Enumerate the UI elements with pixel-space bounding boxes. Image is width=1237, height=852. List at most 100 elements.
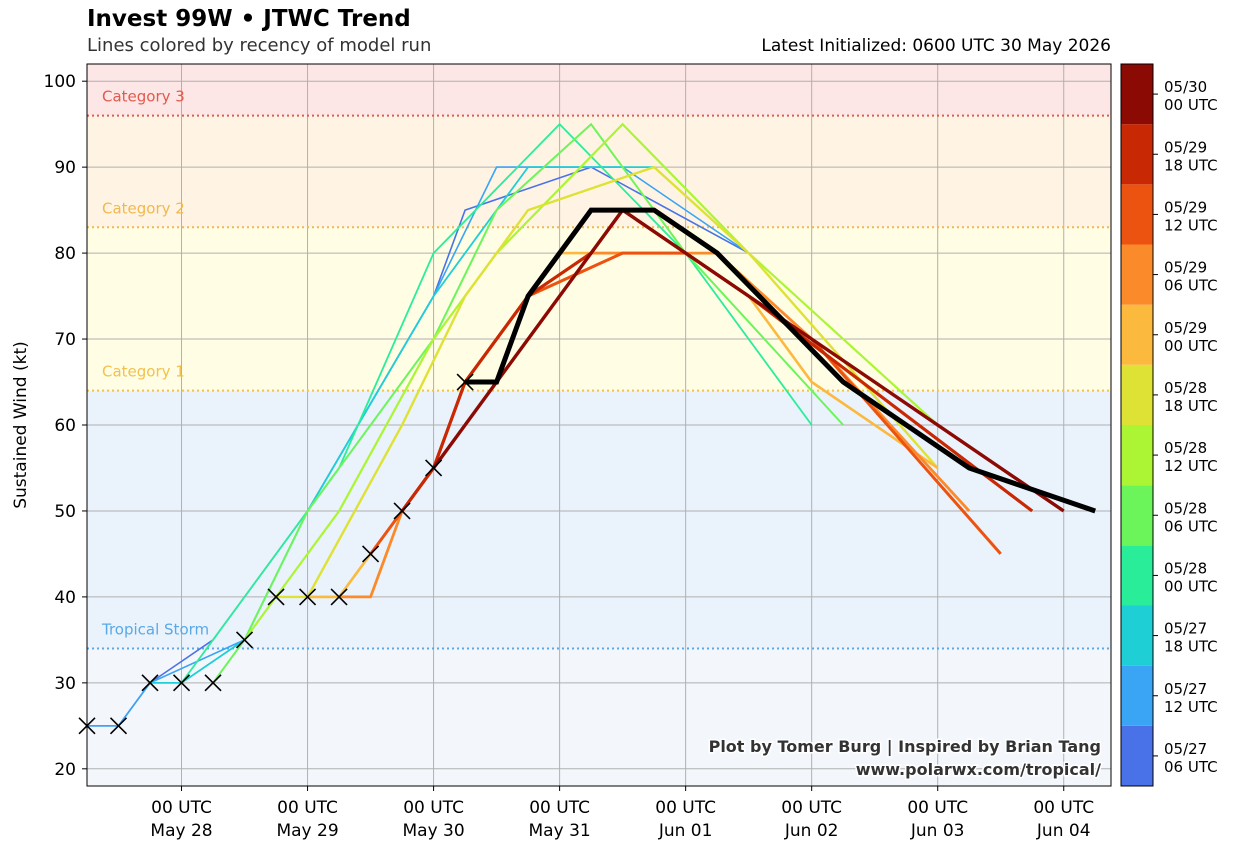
colorbar-label-date: 05/30	[1164, 78, 1207, 96]
band-below-tropical-storm	[87, 648, 1111, 786]
colorbar-label-time: 18 UTC	[1164, 638, 1218, 656]
forecast-line	[150, 166, 750, 684]
colorbar-label-date: 05/28	[1164, 379, 1207, 397]
best-track-marker	[267, 588, 285, 606]
y-tick-label: 70	[54, 330, 76, 350]
credit-line-2: www.polarwx.com/tropical/	[856, 760, 1101, 779]
colorbar-swatch	[1121, 184, 1153, 245]
threshold-label-tropical-storm: Tropical Storm	[101, 620, 209, 638]
colorbar-label-date: 05/29	[1164, 198, 1207, 216]
x-tick-label-time: 00 UTC	[403, 798, 464, 818]
threshold-label-category-2: Category 2	[102, 199, 185, 217]
best-track-marker	[109, 717, 128, 735]
colorbar-label-time: 00 UTC	[1164, 337, 1218, 355]
x-tick-label-time: 00 UTC	[907, 798, 968, 818]
colorbar-swatch	[1121, 545, 1153, 606]
forecast-line	[180, 122, 813, 684]
chart-subtitle: Lines colored by recency of model run	[87, 35, 432, 56]
x-tick-label-time: 00 UTC	[277, 798, 338, 818]
y-tick-label: 20	[54, 760, 76, 780]
y-tick-label: 80	[54, 244, 76, 264]
colorbar-label-date: 05/27	[1164, 680, 1207, 698]
x-tick-label-time: 00 UTC	[151, 798, 212, 818]
threshold-label-category-3: Category 3	[102, 88, 185, 106]
x-tick-label-date: Jun 04	[1036, 821, 1091, 841]
colorbar-label-date: 05/28	[1164, 559, 1207, 577]
x-tick-label-date: Jun 02	[784, 821, 839, 841]
x-tick-label-date: Jun 03	[910, 821, 965, 841]
best-track-marker	[393, 502, 411, 520]
best-track-marker	[235, 631, 254, 649]
x-tick-label-time: 00 UTC	[1033, 798, 1094, 818]
threshold-label-category-1: Category 1	[102, 363, 185, 381]
x-tick-label-date: May 31	[529, 821, 591, 841]
colorbar-label-date: 05/29	[1164, 259, 1207, 277]
colorbar-label-time: 18 UTC	[1164, 397, 1218, 415]
colorbar-swatch	[1121, 485, 1153, 546]
best-track-marker	[204, 674, 222, 692]
best-track-marker	[362, 545, 380, 563]
colorbar-swatch	[1121, 364, 1153, 425]
x-tick-label-time: 00 UTC	[529, 798, 590, 818]
colorbar-label-time: 00 UTC	[1164, 577, 1218, 595]
y-tick-label: 30	[54, 674, 76, 694]
x-tick-label-date: May 29	[276, 821, 338, 841]
best-track-marker	[425, 459, 443, 477]
colorbar-label-time: 06 UTC	[1164, 277, 1218, 295]
x-tick-label-time: 00 UTC	[781, 798, 842, 818]
x-tick-label-time: 00 UTC	[655, 798, 716, 818]
y-axis-label: Sustained Wind (kt)	[11, 341, 31, 509]
colorbar-label-time: 18 UTC	[1164, 156, 1218, 174]
latest-initialized-label: Latest Initialized: 0600 UTC 30 May 2026	[761, 36, 1111, 56]
colorbar-label-date: 05/29	[1164, 138, 1207, 156]
colorbar-label-time: 00 UTC	[1164, 96, 1218, 114]
colorbar-label-date: 05/27	[1164, 620, 1207, 638]
colorbar-swatch	[1121, 425, 1153, 486]
category-thresholds: Tropical Storm Category 1 Category 2 Catego…	[87, 88, 1111, 650]
colorbar-swatch	[1121, 244, 1153, 305]
best-track-marker	[141, 674, 159, 692]
colorbar-label-date: 05/29	[1164, 319, 1207, 337]
colorbar-swatch	[1121, 304, 1153, 365]
colorbar-label-time: 06 UTC	[1164, 517, 1218, 535]
chart-title: Invest 99W • JTWC Trend	[87, 6, 411, 32]
best-track-marker	[330, 588, 348, 606]
colorbar-label-date: 05/27	[1164, 740, 1207, 758]
band-tropical-storm	[87, 390, 1111, 649]
colorbar-swatch	[1121, 124, 1153, 185]
x-tick-label-date: May 30	[402, 821, 464, 841]
colorbar-label-time: 12 UTC	[1164, 216, 1218, 234]
band-category-3	[87, 64, 1111, 116]
best-track-marker	[456, 373, 474, 391]
x-tick-label-date: Jun 01	[658, 821, 713, 841]
colorbar-label-time: 12 UTC	[1164, 698, 1218, 716]
forecast-line	[432, 207, 1065, 513]
best-track-marker	[298, 588, 317, 606]
colorbar-swatch	[1121, 665, 1153, 726]
credit-line-1: Plot by Tomer Burg | Inspired by Brian T…	[709, 737, 1101, 757]
colorbar-swatch	[1121, 605, 1153, 666]
y-tick-label: 100	[44, 72, 76, 92]
forecast-series	[87, 122, 1097, 727]
colorbar-label-time: 12 UTC	[1164, 457, 1218, 475]
x-axis-ticks: 00 UTC May 28 00 UTC May 29 00 UTC May 30 00 U…	[150, 786, 1094, 841]
x-tick-label-date: May 28	[150, 821, 212, 841]
y-tick-label: 40	[54, 588, 76, 608]
y-tick-label: 90	[54, 158, 76, 178]
band-category-1	[87, 227, 1111, 391]
colorbar-frame	[1120, 63, 1154, 787]
y-axis-ticks: 20 30 40 50 60 70 80 90 100	[44, 72, 87, 780]
colorbar-label-date: 05/28	[1164, 439, 1207, 457]
forecast-line-latest	[465, 207, 1097, 514]
forecast-line	[212, 122, 844, 684]
colorbar-label-date: 05/28	[1164, 499, 1207, 517]
y-tick-label: 50	[54, 502, 76, 522]
colorbar-swatch	[1121, 64, 1153, 125]
y-tick-label: 60	[54, 416, 76, 436]
best-track-marker	[172, 674, 191, 692]
forecast-line	[276, 165, 939, 599]
colorbar-swatch	[1121, 725, 1153, 786]
colorbar-label-time: 06 UTC	[1164, 758, 1218, 776]
